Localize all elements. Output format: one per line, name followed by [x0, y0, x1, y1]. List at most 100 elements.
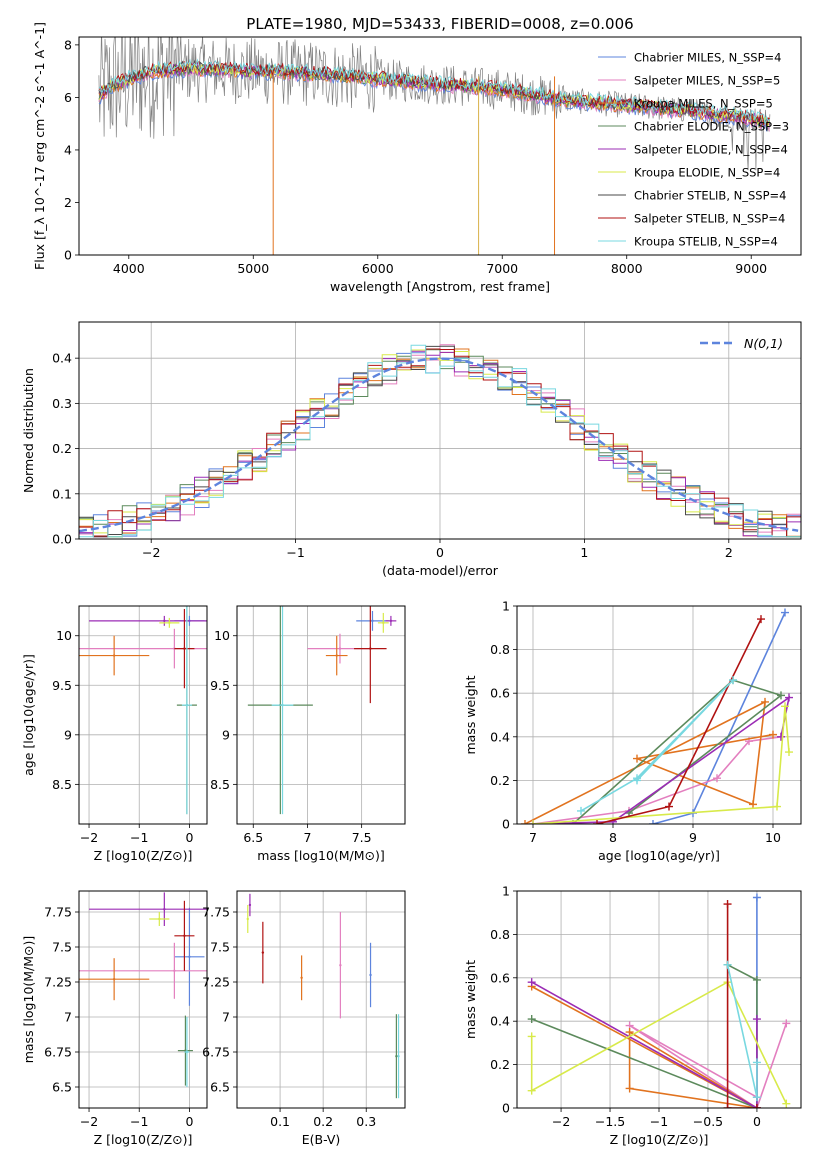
y-tick-label: 0 — [502, 817, 510, 832]
y-tick-label: 7.25 — [202, 975, 230, 990]
weight-marker — [527, 1086, 536, 1095]
y-tick-label: 4 — [64, 142, 72, 157]
data-point — [369, 647, 372, 650]
data-point — [335, 654, 338, 657]
legend-label: Kroupa MILES, N_SSP=5 — [634, 97, 773, 111]
x-tick-label: 10 — [765, 830, 781, 845]
residual-histogram-line — [79, 349, 801, 538]
plot-area — [521, 608, 793, 824]
y-axis-label: Normed distribution — [21, 368, 36, 493]
weight-marker — [752, 1104, 761, 1108]
x-tick-label: 0 — [185, 1114, 193, 1129]
legend-label: Kroupa STELIB, N_SSP=4 — [634, 235, 778, 249]
y-tick-label: 9 — [64, 727, 72, 742]
data-point — [183, 934, 186, 937]
plot-area — [79, 344, 801, 538]
y-tick-label: 7.75 — [44, 905, 72, 920]
data-point — [173, 969, 176, 972]
weight-marker — [769, 730, 777, 739]
x-tick-label: 0.3 — [356, 1114, 376, 1129]
y-tick-label: 7.5 — [210, 940, 230, 955]
figure-title: PLATE=1980, MJD=53433, FIBERID=0008, z=0… — [246, 15, 633, 33]
data-point — [183, 647, 186, 650]
data-point — [261, 951, 265, 954]
y-tick-label: 0.4 — [490, 729, 510, 744]
weight-marker — [777, 732, 785, 741]
weight-marker — [521, 820, 529, 824]
weight-line — [531, 981, 758, 1108]
x-axis-label: Z [log10(Z/Z⊙)] — [94, 1132, 193, 1147]
weight-marker — [527, 1015, 536, 1024]
x-tick-label: 8 — [609, 830, 617, 845]
weight-line — [532, 695, 791, 824]
legend-label: Chabrier MILES, N_SSP=4 — [634, 51, 781, 65]
x-tick-label: 1 — [580, 545, 588, 560]
x-tick-label: 7 — [529, 830, 537, 845]
residual-histogram-line — [79, 344, 801, 538]
x-tick-label: 2 — [725, 545, 733, 560]
x-tick-label: 9 — [689, 830, 697, 845]
y-tick-label: 0 — [64, 248, 72, 263]
weight-marker — [625, 1084, 634, 1093]
y-tick-label: 0.4 — [52, 351, 72, 366]
data-point — [112, 978, 116, 981]
y-tick-label: 8 — [64, 37, 72, 52]
y-tick-label: 7 — [64, 1010, 72, 1025]
y-tick-label: 10 — [214, 628, 230, 643]
weight-line — [652, 612, 786, 824]
legend-label: Salpeter STELIB, N_SSP=4 — [634, 212, 785, 226]
y-tick-label: 6 — [64, 90, 72, 105]
x-axis-label: wavelength [Angstrom, rest frame] — [330, 279, 550, 294]
weight-marker — [749, 800, 757, 809]
x-tick-label: 0 — [753, 1114, 761, 1129]
weight-line — [726, 904, 757, 1108]
axes-frame — [516, 890, 802, 1109]
y-tick-label: 0.3 — [52, 396, 72, 411]
weight-marker — [723, 900, 732, 909]
y-tick-label: 0.0 — [52, 532, 72, 547]
x-tick-label: −2 — [80, 830, 98, 845]
data-point — [163, 908, 166, 911]
plot-area — [527, 893, 791, 1108]
plot-area — [79, 606, 207, 815]
weight-marker — [713, 774, 721, 783]
weight-line — [726, 964, 758, 1098]
data-point — [281, 703, 284, 707]
y-tick-label: 1 — [502, 599, 510, 614]
weight-marker — [782, 1019, 791, 1028]
weight-line — [572, 679, 783, 824]
x-tick-label: 0 — [436, 545, 444, 560]
y-tick-label: 9 — [222, 727, 230, 742]
y-tick-label: 10 — [56, 628, 72, 643]
panel-weight-vs-Z: −2 −1.5 −1 −0.5 0 0 0.2 0.4 0.6 0.8 1 Z [log10(Z/Z⊙… — [463, 884, 802, 1147]
weight-marker — [529, 820, 537, 824]
data-point — [397, 1055, 400, 1058]
y-tick-label: 7.75 — [202, 905, 230, 920]
weight-line — [530, 980, 788, 1105]
data-point — [246, 917, 249, 921]
axes-frame — [78, 321, 802, 540]
x-tick-label: −2 — [142, 545, 160, 560]
panel-mass-vs-EBV: 0.1 0.2 0.3 6.5 6.75 7 7.25 7.5 7.75 E(B-V) — [202, 890, 406, 1147]
y-axis-label: Flux [f_λ 10^-17 erg cm^-2 s^-1 A^-1] — [32, 22, 47, 270]
data-point — [300, 976, 303, 979]
data-point — [185, 1050, 189, 1054]
y-tick-label: 0.1 — [52, 486, 72, 501]
data-point — [371, 619, 374, 623]
plot-area — [79, 892, 207, 1087]
x-tick-label: 6.5 — [243, 830, 263, 845]
axes-frame — [236, 890, 406, 1109]
panel-age-vs-mass: 6.5 7 7.5 8.5 9 9.5 10 mass [log10(M/M⊙)] — [210, 605, 406, 863]
y-tick-label: 8.5 — [210, 777, 230, 792]
weight-line — [532, 706, 790, 824]
x-tick-label: 0.2 — [313, 1114, 333, 1129]
residual-histogram-line — [79, 350, 801, 538]
panel-residuals: −2 −1 0 1 2 0.0 0.1 0.2 0.3 0.4 (data-model)/error… — [21, 321, 802, 578]
weight-marker — [773, 802, 781, 811]
x-tick-label: −1.5 — [595, 1114, 625, 1129]
y-tick-label: 0.2 — [52, 441, 72, 456]
y-axis-label: mass [log10(M/M⊙)] — [21, 936, 36, 1064]
y-tick-label: 7 — [222, 1010, 230, 1025]
weight-marker — [752, 1015, 761, 1024]
